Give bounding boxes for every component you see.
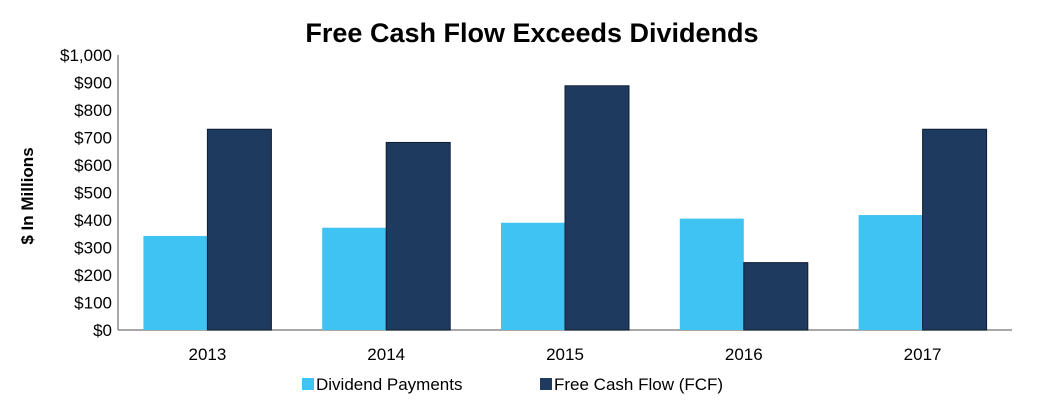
x-axis-ticks: 2013 2014 2015 2016 2017: [188, 345, 941, 364]
y-tick-label: $200: [74, 266, 112, 285]
legend-label-dividend-payments: Dividend Payments: [316, 375, 462, 394]
y-tick-label: $300: [74, 239, 112, 258]
bar-free-cash-flow-2017: [922, 128, 988, 331]
bar-dividend-payments-2015: [501, 222, 565, 330]
bar-free-cash-flow-2014: [385, 141, 451, 331]
bar-dividend-payments-2017: [858, 215, 923, 330]
y-tick-label: $800: [74, 101, 112, 120]
bars: [143, 85, 988, 331]
x-tick-label: 2016: [725, 345, 763, 364]
y-axis-label: $ In Millions: [18, 147, 37, 244]
y-tick-label: $1,000: [60, 46, 112, 65]
bar-dividend-payments-2013: [143, 235, 208, 330]
x-tick-label: 2017: [904, 345, 942, 364]
chart-title: Free Cash Flow Exceeds Dividends: [305, 18, 758, 48]
y-tick-label: $0: [93, 321, 112, 340]
x-tick-label: 2015: [546, 345, 584, 364]
legend-swatch-free-cash-flow: [540, 378, 552, 390]
y-tick-label: $100: [74, 294, 112, 313]
legend: Dividend Payments Free Cash Flow (FCF): [302, 375, 723, 394]
x-tick-label: 2013: [188, 345, 226, 364]
y-tick-label: $500: [74, 184, 112, 203]
bar-dividend-payments-2016: [679, 218, 744, 330]
y-tick-label: $900: [74, 74, 112, 93]
legend-swatch-dividend-payments: [302, 378, 314, 390]
y-tick-label: $700: [74, 129, 112, 148]
bar-free-cash-flow-2015: [564, 85, 630, 331]
y-axis-ticks: $0 $100 $200 $300 $400 $500 $600 $700 $800 $900 $1…: [60, 46, 112, 340]
y-tick-label: $600: [74, 156, 112, 175]
legend-label-free-cash-flow: Free Cash Flow (FCF): [554, 375, 723, 394]
x-tick-label: 2014: [367, 345, 405, 364]
bar-free-cash-flow-2013: [206, 128, 272, 331]
y-tick-label: $400: [74, 211, 112, 230]
bar-dividend-payments-2014: [322, 227, 387, 330]
bar-free-cash-flow-2016: [743, 262, 809, 331]
